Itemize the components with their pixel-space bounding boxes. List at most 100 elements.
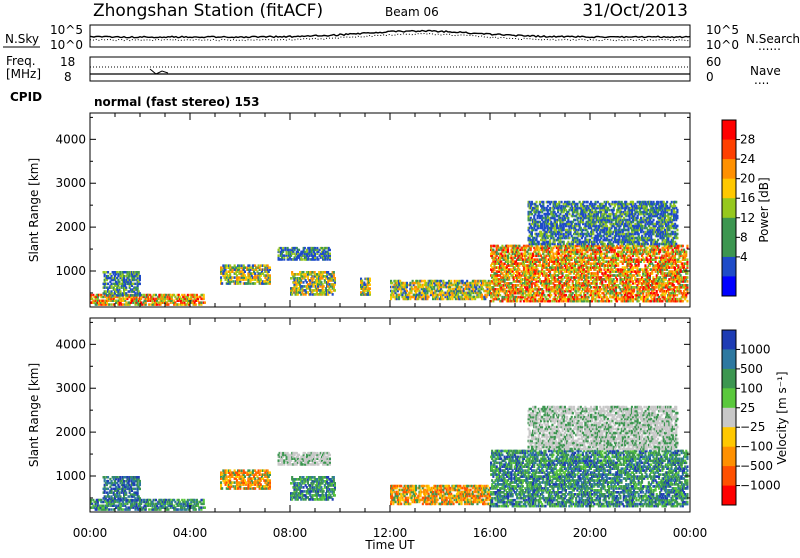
echo-cell [682, 300, 684, 303]
echo-cell [638, 257, 640, 260]
freq-right-tick-bottom: 0 [706, 70, 714, 84]
echo-cell [600, 268, 602, 271]
echo-cell [532, 282, 534, 285]
echo-cell [454, 280, 456, 283]
echo-cell [617, 247, 619, 250]
echo-cell [148, 303, 150, 306]
echo-cell [195, 303, 197, 306]
echo-cell [656, 257, 658, 260]
echo-cell [571, 257, 573, 260]
echo-cell [552, 253, 554, 256]
noise-left-tick-top: 10^5 [50, 23, 83, 37]
echo-cell [134, 283, 136, 286]
echo-cell [238, 264, 240, 267]
echo-cell [369, 287, 371, 290]
echo-cell [203, 294, 205, 297]
echo-cell [501, 255, 503, 258]
echo-cell [226, 270, 228, 273]
noise-right-tick-top: 10^5 [706, 23, 739, 37]
echo-cell [409, 282, 411, 285]
echo-cell [572, 292, 574, 295]
station-title: Zhongshan Station (fitACF) [93, 1, 323, 21]
echo-cell [139, 292, 141, 295]
echo-cell [668, 278, 670, 281]
echo-cell [686, 245, 688, 248]
echo-cell [500, 284, 502, 287]
echo-cell [139, 283, 141, 286]
echo-cell [647, 270, 649, 273]
echo-cell [369, 283, 371, 286]
echo-cell [241, 264, 243, 267]
echo-cell [302, 293, 304, 296]
echo-cell [576, 260, 578, 263]
echo-cell [517, 296, 519, 299]
echo-cell [442, 298, 444, 301]
echo-cell [118, 281, 120, 284]
noise-left-tick-bottom: 10^0 [50, 38, 83, 52]
echo-cell [522, 288, 524, 291]
echo-cell [369, 278, 371, 281]
echo-cell [323, 285, 325, 288]
echo-cell [282, 247, 284, 250]
echo-cell [450, 280, 452, 283]
echo-cell [111, 283, 113, 286]
echo-cell [298, 249, 300, 252]
echo-cell [304, 247, 306, 250]
echo-cell [412, 288, 414, 291]
noise-left-label: N.Sky [5, 32, 39, 46]
echo-cell [607, 290, 609, 293]
cpid-text: normal (fast stereo) 153 [94, 95, 260, 109]
echo-cell [584, 257, 586, 260]
echo-cell [614, 280, 616, 283]
echo-cell [686, 300, 688, 303]
echo-cell [167, 303, 169, 306]
echo-cell [550, 294, 552, 297]
echo-cell [588, 276, 590, 279]
echo-cell [461, 286, 463, 289]
echo-cell [490, 245, 492, 248]
echo-cell [632, 266, 634, 269]
echo-cell [535, 264, 537, 267]
echo-cell [632, 280, 634, 283]
echo-cell [391, 282, 393, 285]
echo-cell [245, 276, 247, 279]
echo-cell [481, 294, 483, 297]
echo-cell [458, 280, 460, 283]
echo-cell [685, 251, 687, 254]
echo-cell [123, 275, 125, 278]
echo-cell [518, 253, 520, 256]
echo-cell [283, 254, 285, 257]
echo-cell [440, 284, 442, 287]
echo-cell [220, 276, 222, 279]
echo-cell [138, 271, 140, 274]
cpid-label: CPID [10, 90, 42, 104]
echo-cell [616, 278, 618, 281]
echo-cell [615, 284, 617, 287]
echo-cell [639, 274, 641, 277]
echo-cell [428, 296, 430, 299]
echo-cell [601, 253, 603, 256]
echo-cell [204, 301, 206, 304]
echo-cell [590, 262, 592, 265]
echo-cell [155, 294, 157, 297]
echo-cell [125, 286, 127, 289]
echo-cell [104, 271, 106, 274]
echo-cell [617, 262, 619, 265]
echo-cell [421, 280, 423, 283]
echo-cell [196, 294, 198, 297]
echo-cell [602, 249, 604, 252]
echo-cell [120, 271, 122, 274]
echo-cell [301, 285, 303, 288]
echo-cell [605, 284, 607, 287]
echo-cell [599, 247, 601, 250]
echo-cell [269, 266, 271, 269]
echo-cell [122, 303, 124, 306]
echo-cell [546, 258, 548, 261]
echo-cell [656, 253, 658, 256]
echo-cell [539, 201, 541, 204]
echo-cell [536, 201, 538, 204]
echo-cell [120, 290, 122, 293]
echo-cell [647, 247, 649, 250]
echo-cell [513, 272, 515, 275]
